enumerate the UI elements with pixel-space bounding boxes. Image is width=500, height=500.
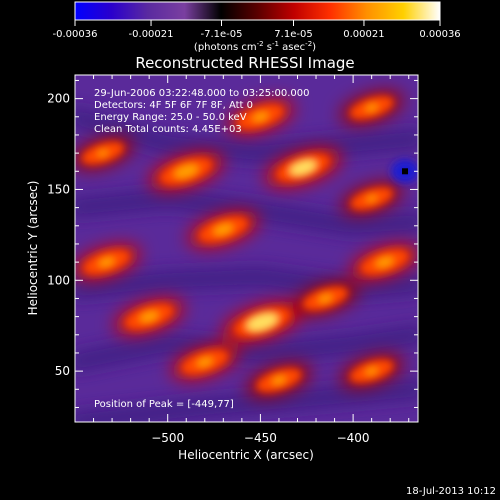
x-tick-label: −450 xyxy=(244,431,277,445)
blob-core xyxy=(290,160,317,176)
y-axis-label: Heliocentric Y (arcsec) xyxy=(26,181,40,316)
y-tick-label: 100 xyxy=(47,273,70,287)
blob-core xyxy=(97,150,109,157)
blob-core xyxy=(365,104,378,112)
heatmap-plot xyxy=(75,75,418,422)
blob-core xyxy=(272,376,286,385)
dark-band xyxy=(75,326,418,370)
colorbar-tick-label: 7.1e-05 xyxy=(274,29,312,40)
dark-band xyxy=(75,268,418,298)
blob-core xyxy=(252,112,269,122)
colorbar-gradient xyxy=(74,1,441,21)
colorbar: -0.00036 -0.00021 -7.1e-05 7.1e-05 0.00021 0.… xyxy=(53,1,461,53)
annotation-time: 29-Jun-2006 03:22:48.000 to 03:25:00.000 xyxy=(94,88,310,99)
x-tick-label: −500 xyxy=(151,431,184,445)
footer-date: 18-Jul-2013 10:12 xyxy=(406,486,496,497)
blob-core xyxy=(365,367,378,375)
x-tick-label: −400 xyxy=(337,431,370,445)
bright-cores xyxy=(81,95,409,393)
y-tick-label: 150 xyxy=(47,182,70,196)
peak-position-label: Position of Peak = [-449,77] xyxy=(94,399,234,410)
blob-core xyxy=(246,313,278,331)
annotation-energy: Energy Range: 25.0 - 50.0 keV xyxy=(94,112,247,123)
dark-band xyxy=(75,108,418,162)
x-axis: −500 −450 −400 xyxy=(74,75,410,445)
y-tick-label: 200 xyxy=(47,92,70,106)
blob-core xyxy=(98,257,115,267)
colorbar-tick-label: -7.1e-05 xyxy=(201,29,243,40)
colorbar-tick-label: 0.00021 xyxy=(343,29,384,40)
chart-title: Reconstructed RHESSI Image xyxy=(135,54,354,72)
blob-core xyxy=(196,357,213,367)
plot-frame xyxy=(74,74,419,423)
blob-core xyxy=(174,164,199,179)
colorbar-tick-label: 0.00036 xyxy=(419,29,460,40)
colorbar-tick-label: -0.00036 xyxy=(53,29,98,40)
annotation-block: 29-Jun-2006 03:22:48.000 to 03:25:00.000… xyxy=(94,88,310,410)
minimum-pixel xyxy=(402,168,409,175)
colorbar-unit: (photons cm-2 s-1 asec-2) xyxy=(194,40,316,53)
blob-core xyxy=(318,294,333,303)
dark-band xyxy=(75,190,418,234)
minimum-marker xyxy=(391,159,418,184)
blob-core xyxy=(375,257,394,268)
y-axis: 50 100 150 200 xyxy=(47,79,418,408)
blob-core xyxy=(213,223,234,236)
annotation-detectors: Detectors: 4F 5F 6F 7F 8F, Att 0 xyxy=(94,100,253,111)
dark-band xyxy=(75,381,418,422)
dark-bands xyxy=(75,108,418,422)
colorbar-ticks: -0.00036 -0.00021 -7.1e-05 7.1e-05 0.00021 0.… xyxy=(53,20,461,40)
colorbar-tick-label: -0.00021 xyxy=(129,29,174,40)
blob-core xyxy=(366,195,377,202)
y-tick-label: 50 xyxy=(55,364,70,378)
annotation-clean: Clean Total counts: 4.45E+03 xyxy=(94,124,242,135)
blob-core xyxy=(139,311,159,323)
x-axis-label: Heliocentric X (arcsec) xyxy=(178,448,314,462)
